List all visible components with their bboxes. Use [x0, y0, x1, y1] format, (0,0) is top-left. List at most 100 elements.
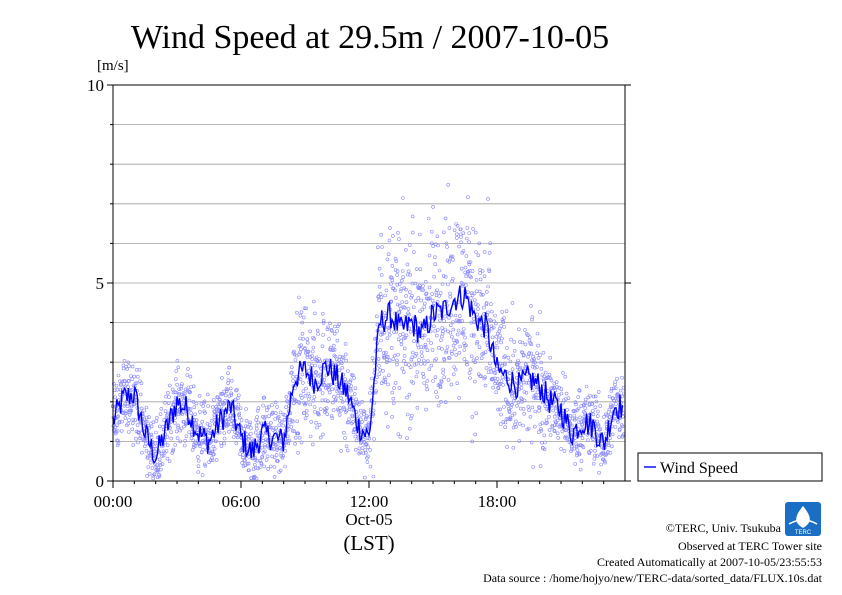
scatter-point — [517, 327, 521, 332]
scatter-point — [183, 387, 188, 392]
scatter-point — [363, 442, 368, 447]
scatter-point — [146, 465, 151, 469]
scatter-point — [354, 438, 359, 443]
scatter-point — [151, 420, 156, 425]
scatter-point — [484, 290, 489, 294]
scatter-point — [270, 403, 274, 407]
scatter-point — [233, 430, 237, 435]
scatter-point — [488, 318, 493, 323]
scatter-point — [312, 337, 316, 341]
scatter-point — [425, 387, 430, 392]
scatter-point — [308, 329, 312, 334]
scatter-point — [516, 400, 521, 405]
scatter-point — [288, 417, 293, 422]
scatter-point — [592, 457, 597, 461]
scatter-point — [411, 305, 416, 310]
scatter-point — [533, 393, 538, 397]
scatter-point — [236, 407, 241, 411]
scatter-point — [418, 320, 423, 325]
scatter-point — [400, 366, 405, 371]
scatter-point — [194, 423, 199, 427]
scatter-point — [125, 367, 129, 371]
scatter-point — [426, 296, 431, 301]
scatter-point — [317, 422, 322, 427]
scatter-point — [242, 458, 247, 462]
scatter-point — [419, 350, 424, 354]
scatter-point — [386, 252, 391, 256]
scatter-point — [443, 314, 447, 319]
scatter-point — [434, 293, 439, 298]
scatter-point — [444, 350, 448, 355]
scatter-point — [219, 404, 224, 409]
scatter-point — [539, 428, 544, 433]
scatter-point — [510, 301, 515, 305]
scatter-point — [577, 388, 582, 393]
scatter-point — [487, 251, 492, 255]
scatter-point — [593, 453, 597, 458]
scatter-point — [326, 325, 330, 330]
scatter-point — [495, 345, 500, 350]
scatter-point — [407, 392, 412, 397]
scatter-point — [370, 376, 374, 381]
scatter-point — [453, 313, 458, 318]
scatter-point — [387, 332, 392, 337]
scatter-point — [310, 363, 314, 368]
scatter-point — [429, 230, 434, 234]
scatter-point — [302, 411, 307, 415]
scatter-point — [404, 294, 408, 298]
scatter-point — [159, 406, 164, 411]
scatter-point — [556, 393, 561, 397]
scatter-point — [435, 234, 440, 239]
scatter-point — [538, 353, 542, 357]
scatter-point — [169, 430, 173, 435]
scatter-point — [437, 313, 442, 318]
scatter-point — [327, 337, 331, 341]
scatter-point — [115, 428, 120, 433]
scatter-point — [328, 345, 333, 350]
scatter-point — [424, 407, 428, 412]
scatter-point — [488, 366, 493, 371]
scatter-point — [468, 296, 473, 300]
scatter-point — [322, 382, 327, 387]
scatter-point — [299, 310, 304, 315]
scatter-point — [116, 441, 121, 446]
scatter-point — [344, 380, 349, 385]
scatter-point — [295, 419, 300, 424]
scatter-point — [200, 473, 205, 477]
scatter-point — [361, 437, 366, 442]
scatter-point — [422, 381, 427, 385]
scatter-point — [267, 414, 271, 419]
scatter-point — [483, 350, 488, 355]
scatter-point — [465, 362, 469, 367]
scatter-point — [338, 406, 342, 410]
scatter-point — [314, 420, 318, 425]
scatter-point — [222, 436, 227, 441]
scatter-point — [441, 371, 445, 375]
scatter-point — [154, 430, 158, 435]
scatter-point — [318, 407, 323, 411]
scatter-point — [435, 328, 440, 332]
scatter-point — [580, 422, 585, 427]
scatter-point — [239, 418, 244, 422]
scatter-point — [373, 390, 378, 395]
scatter-point — [455, 339, 460, 344]
scatter-point — [522, 390, 527, 394]
scatter-point — [541, 350, 546, 355]
scatter-point — [115, 423, 119, 428]
scatter-point — [144, 448, 149, 453]
scatter-point — [500, 375, 505, 379]
scatter-point — [452, 338, 456, 343]
scatter-point — [436, 403, 441, 408]
scatter-point — [425, 348, 430, 353]
scatter-point — [583, 401, 588, 406]
scatter-point — [174, 377, 178, 381]
scatter-point — [455, 381, 460, 386]
scatter-point — [475, 303, 480, 307]
scatter-point — [478, 277, 483, 282]
scatter-point — [303, 393, 308, 398]
scatter-point — [300, 372, 305, 377]
scatter-point — [473, 360, 477, 365]
scatter-point — [360, 399, 364, 404]
scatter-point — [371, 408, 376, 413]
scatter-point — [507, 410, 512, 414]
